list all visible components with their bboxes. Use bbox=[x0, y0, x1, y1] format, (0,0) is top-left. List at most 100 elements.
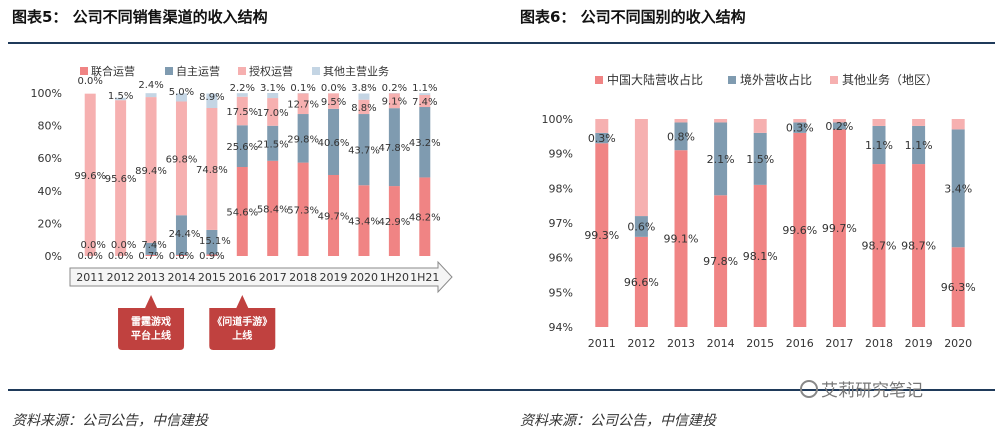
x-tick-label: 2018 bbox=[289, 271, 317, 284]
callout-text: 《问道手游》 bbox=[212, 315, 272, 328]
bar-segment bbox=[175, 93, 187, 102]
data-label: 2.1% bbox=[707, 153, 735, 166]
data-label: 1.1% bbox=[865, 139, 893, 152]
data-label: 21.5% bbox=[257, 139, 289, 150]
watermark: 艾莉研究笔记 bbox=[800, 376, 923, 401]
bar-segment bbox=[634, 236, 648, 327]
data-label: 0.3% bbox=[786, 122, 814, 135]
x-tick-label: 2015 bbox=[746, 337, 774, 350]
bar-segment bbox=[206, 93, 218, 108]
bar-segment bbox=[175, 255, 187, 256]
data-label: 0.3% bbox=[588, 132, 616, 145]
data-label: 40.6% bbox=[318, 138, 350, 149]
bar-segment bbox=[358, 99, 370, 115]
data-label: 15.1% bbox=[199, 236, 231, 247]
callout-text: 雷霆游戏 bbox=[131, 315, 171, 328]
bar-segment bbox=[595, 119, 609, 133]
bar-segment bbox=[832, 119, 846, 123]
bar-segment bbox=[267, 160, 279, 256]
x-tick-label: 2020 bbox=[944, 337, 972, 350]
y-tick-label: 98% bbox=[549, 182, 573, 195]
data-label: 99.6% bbox=[74, 171, 106, 182]
data-label: 7.4% bbox=[141, 240, 166, 251]
data-label: 49.7% bbox=[318, 211, 350, 222]
bar-segment bbox=[328, 93, 340, 109]
data-label: 24.4% bbox=[169, 229, 201, 240]
callout-box-1 bbox=[118, 295, 185, 350]
data-label: 43.7% bbox=[348, 146, 380, 157]
x-tick-label: 2019 bbox=[905, 337, 933, 350]
legend-label-3: 其他业务（地区） bbox=[842, 72, 938, 87]
callout-box-2 bbox=[209, 295, 276, 350]
right-source: 资料来源：公司公告，中信建投 bbox=[520, 413, 716, 429]
y-tick-label: 40% bbox=[38, 185, 62, 198]
bar-segment bbox=[634, 216, 648, 237]
bar-segment bbox=[206, 107, 218, 230]
bar-segment bbox=[634, 119, 648, 217]
data-label: 0.2% bbox=[382, 83, 407, 94]
bar-segment bbox=[872, 125, 886, 165]
y-tick-label: 100% bbox=[31, 87, 62, 100]
bar-segment bbox=[419, 107, 431, 178]
x-tick-label: 2018 bbox=[865, 337, 893, 350]
data-label: 69.8% bbox=[166, 154, 198, 165]
sales-channel-chart: 联合运营 自主运营 授权运营 其他主营业务 0% 20% 40% 60% 80% 100% 0.0%… bbox=[31, 64, 453, 350]
data-label: 1.5% bbox=[108, 91, 133, 102]
legend-swatch-2 bbox=[728, 76, 736, 84]
legend-label-2: 境外营收占比 bbox=[740, 72, 812, 87]
bar-segment bbox=[753, 119, 767, 133]
legend-label-4: 其他主营业务 bbox=[323, 64, 389, 78]
data-label: 98.1% bbox=[743, 250, 778, 263]
bar-segment bbox=[832, 122, 846, 130]
legend-swatch-3 bbox=[238, 67, 246, 75]
bar-segment bbox=[84, 93, 96, 256]
region-chart: 中国大陆营收占比 境外营收占比 其他业务（地区） 94% 95% 96% 97% 98% 99%… bbox=[542, 72, 976, 350]
bar-segment bbox=[145, 93, 157, 98]
data-label: 2.4% bbox=[138, 80, 163, 91]
data-label: 9.5% bbox=[321, 97, 346, 108]
y-tick-label: 100% bbox=[542, 113, 573, 126]
legend-swatch-4 bbox=[312, 67, 320, 75]
legend-label-3: 授权运营 bbox=[249, 64, 293, 78]
bar-segment bbox=[206, 229, 218, 255]
legend-label-2: 自主运营 bbox=[176, 64, 220, 78]
data-label: 96.3% bbox=[941, 281, 976, 294]
data-label: 0.0% bbox=[321, 83, 346, 94]
bar-segment bbox=[145, 97, 157, 243]
legend-swatch-2 bbox=[165, 67, 173, 75]
x-tick-label: 2014 bbox=[707, 337, 735, 350]
bar-segment bbox=[832, 129, 846, 327]
bar-segment bbox=[951, 129, 965, 248]
y-tick-label: 0% bbox=[45, 250, 62, 263]
bar-segment bbox=[872, 119, 886, 126]
data-label: 99.1% bbox=[664, 233, 699, 246]
bar-segment bbox=[419, 93, 431, 95]
data-label: 25.6% bbox=[226, 142, 258, 153]
bar-segment bbox=[714, 122, 728, 196]
data-label: 0.7% bbox=[138, 251, 163, 262]
y-tick-label: 20% bbox=[38, 217, 62, 230]
y-tick-label: 95% bbox=[549, 286, 573, 299]
data-label: 95.6% bbox=[105, 174, 137, 185]
bar-segment bbox=[674, 122, 688, 151]
legend-label-1: 中国大陆营收占比 bbox=[607, 72, 703, 87]
x-tick-label: 2017 bbox=[259, 271, 287, 284]
bar-segment bbox=[419, 94, 431, 108]
y-tick-label: 96% bbox=[549, 252, 573, 265]
bar-segment bbox=[236, 125, 248, 168]
x-tick-label: 1H20 bbox=[380, 271, 409, 284]
data-label: 1.5% bbox=[746, 153, 774, 166]
bar-segment bbox=[358, 185, 370, 256]
bar-segment bbox=[951, 119, 965, 130]
data-label: 7.4% bbox=[412, 97, 437, 108]
data-label: 96.6% bbox=[624, 276, 659, 289]
x-tick-label: 2011 bbox=[588, 337, 616, 350]
x-axis-arrow bbox=[69, 260, 453, 294]
x-tick-label: 2015 bbox=[198, 271, 226, 284]
bar-segment bbox=[358, 114, 370, 186]
callout-text: 平台上线 bbox=[131, 329, 171, 342]
data-label: 2.2% bbox=[230, 83, 255, 94]
x-tick-label: 2013 bbox=[137, 271, 165, 284]
data-label: 1.1% bbox=[412, 83, 437, 94]
bar-segment bbox=[793, 132, 807, 327]
